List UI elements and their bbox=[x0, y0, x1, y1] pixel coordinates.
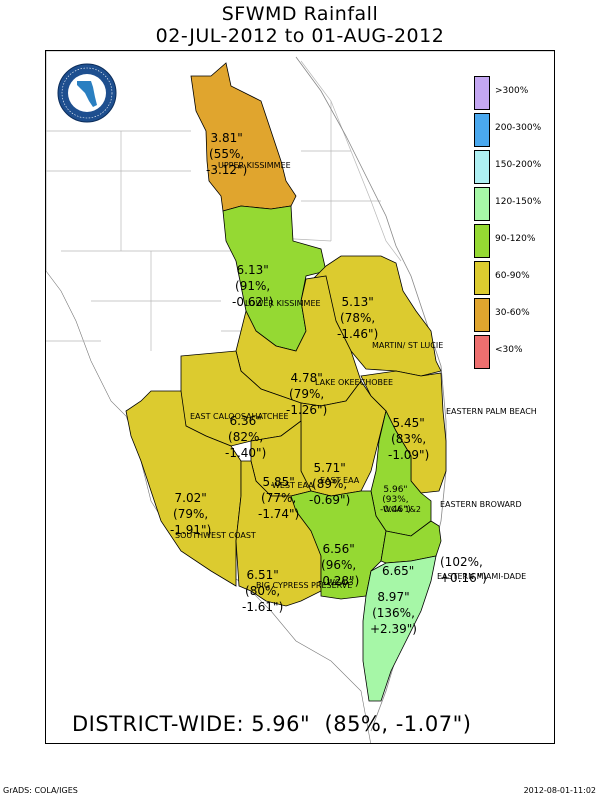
legend-label: <30% bbox=[495, 345, 523, 355]
legend-label: 30-60% bbox=[495, 308, 530, 318]
label-lower-kissimmee: 6.13" (91%, -0.62") bbox=[232, 263, 274, 309]
legend-item: 150-200% bbox=[474, 150, 584, 184]
timestamp: 2012-08-01-11:02 bbox=[523, 786, 596, 795]
legend-swatch bbox=[474, 150, 490, 184]
legend-item: 200-300% bbox=[474, 113, 584, 147]
label-upper-kissimmee: 3.81" (55%, -3.12") bbox=[206, 131, 248, 177]
name-lower-kissimmee: LOWER KISSIMMEE bbox=[245, 299, 321, 308]
legend-swatch bbox=[474, 335, 490, 369]
legend-swatch bbox=[474, 298, 490, 332]
sfwmd-logo bbox=[57, 63, 117, 123]
legend-label: 200-300% bbox=[495, 123, 542, 133]
label-martin-st-lucie: 5.13" (78%, -1.46") bbox=[337, 295, 379, 341]
legend-label: 90-120% bbox=[495, 234, 536, 244]
name-southwest-coast: SOUTHWEST COAST bbox=[175, 531, 256, 540]
grads-credit: GrADS: COLA/IGES bbox=[3, 786, 78, 795]
legend-label: >300% bbox=[495, 86, 529, 96]
legend-label: 120-150% bbox=[495, 197, 542, 207]
name-eastern-miami-dade: EASTERN MIAMI-DADE bbox=[437, 572, 527, 581]
florida-map bbox=[46, 51, 554, 743]
map-subtitle: 02-JUL-2012 to 01-AUG-2012 bbox=[155, 25, 445, 47]
label-wca-3: 6.56" (96%, -0.28") bbox=[318, 542, 360, 588]
legend-swatch bbox=[474, 224, 490, 258]
legend-swatch bbox=[474, 187, 490, 221]
legend-item: 30-60% bbox=[474, 298, 584, 332]
legend-swatch bbox=[474, 261, 490, 295]
name-wca-1-2: WCA 1&2 bbox=[383, 505, 421, 514]
label-eastern-palm-beach: 5.45" (83%, -1.09") bbox=[388, 416, 430, 462]
map-title: SFWMD Rainfall bbox=[221, 3, 379, 25]
label-lake-okeechobee: 4.78" (79%, -1.26") bbox=[286, 371, 328, 417]
legend-swatch bbox=[474, 113, 490, 147]
district-wide-summary: DISTRICT-WIDE: 5.96" (85%, -1.07") bbox=[72, 712, 472, 736]
name-wca-3: WCA 3 bbox=[327, 578, 354, 587]
legend-label: 150-200% bbox=[495, 160, 542, 170]
name-eastern-broward: EASTERN BROWARD bbox=[440, 500, 522, 509]
legend-item: 60-90% bbox=[474, 261, 584, 295]
name-upper-kissimmee: UPPER KISSIMMEE bbox=[218, 161, 291, 170]
map-frame bbox=[45, 50, 555, 744]
legend-swatch bbox=[474, 76, 490, 110]
region-eastern-broward bbox=[380, 520, 442, 564]
label-wca-1-2: 5.96" (93%, -0.46") bbox=[380, 485, 411, 515]
legend-label: 60-90% bbox=[495, 271, 530, 281]
label-big-cypress: 6.51" (80%, -1.61") bbox=[242, 568, 284, 614]
county-lines bbox=[46, 60, 402, 351]
label-eastern-broward-pct: (102%, +0.16") bbox=[440, 555, 487, 585]
legend-item: 90-120% bbox=[474, 224, 584, 258]
name-west-eaa: WEST EAA bbox=[272, 481, 314, 490]
legend-item: <30% bbox=[474, 335, 584, 369]
label-east-caloosahatchee: 6.36" (82%, -1.40") bbox=[225, 414, 267, 460]
region-eastern-miami-dade bbox=[362, 555, 437, 702]
name-east-caloosahatchee: EAST CALOOSAHATCHEE bbox=[190, 412, 289, 421]
name-eastern-palm-beach: EASTERN PALM BEACH bbox=[446, 407, 537, 416]
label-eastern-miami-dade: 8.97" (136%, +2.39") bbox=[370, 590, 417, 636]
label-eastern-broward-value: 6.65" bbox=[382, 564, 415, 578]
name-martin-st-lucie: MARTIN/ ST LUCIE bbox=[372, 341, 444, 350]
label-west-eaa: 5.85" (77%, -1.74") bbox=[258, 475, 300, 521]
region-wca-3 bbox=[290, 490, 387, 600]
label-east-eaa: 5.71" (89%, -0.69") bbox=[309, 461, 351, 507]
name-lake-okeechobee: LAKE OKEECHOBEE bbox=[315, 378, 394, 387]
legend-item: 120-150% bbox=[474, 187, 584, 221]
label-southwest-coast: 7.02" (79%, -1.91") bbox=[170, 491, 212, 537]
legend-item: >300% bbox=[474, 76, 584, 110]
name-big-cypress: BIG CYPRESS PRESERVE bbox=[256, 581, 353, 590]
name-east-eaa: EAST EAA bbox=[320, 476, 360, 485]
